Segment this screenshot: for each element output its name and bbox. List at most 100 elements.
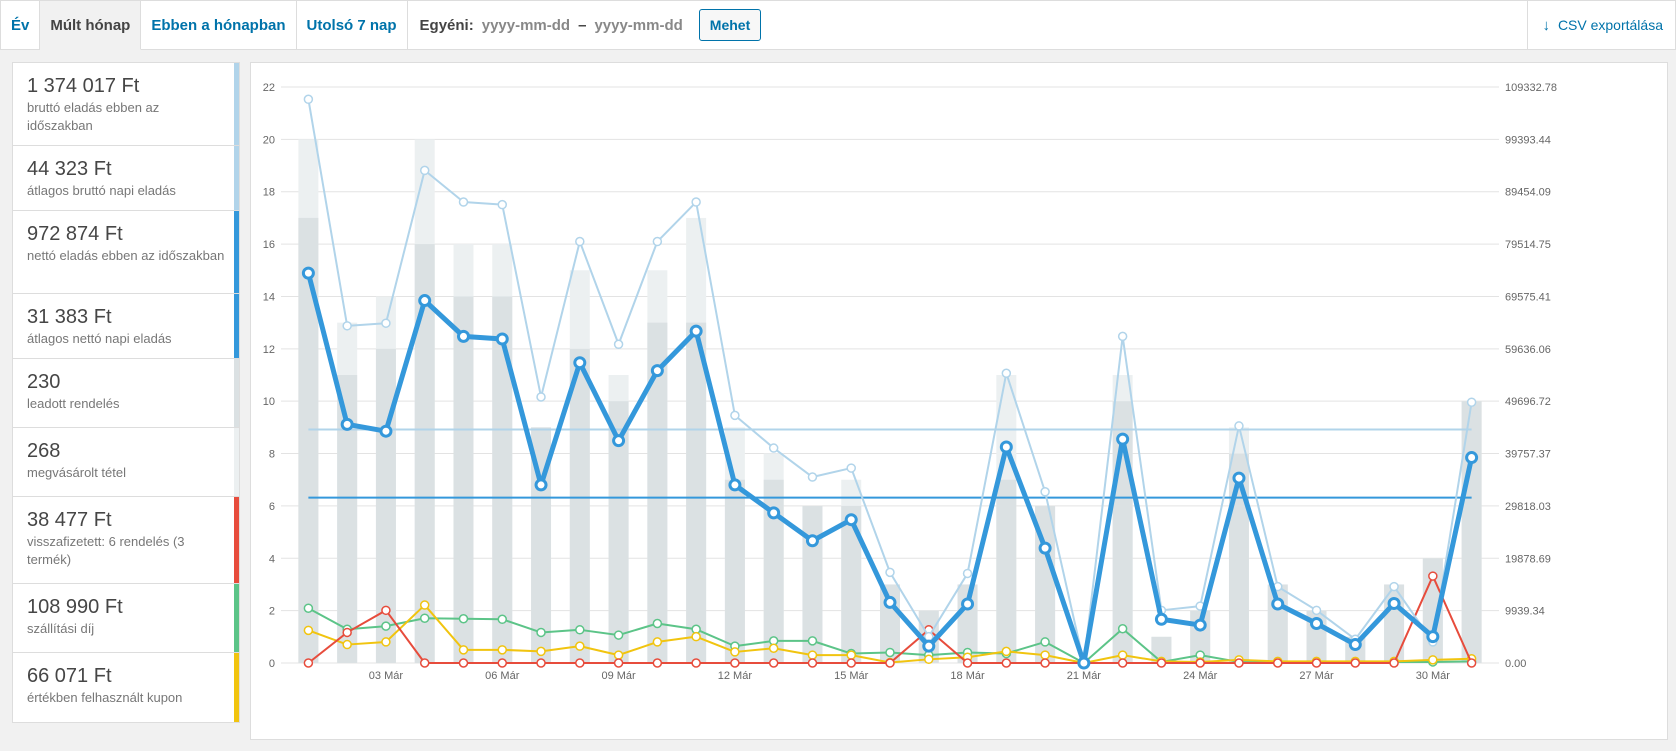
data-point-shipping bbox=[575, 625, 585, 635]
custom-range-label: Egyéni: bbox=[419, 16, 474, 34]
stat-color-bar bbox=[234, 294, 239, 358]
stat-color-bar bbox=[234, 211, 239, 293]
bar-orders bbox=[492, 296, 513, 663]
data-point-gross bbox=[381, 318, 391, 328]
stat-orders-placed[interactable]: 230 leadott rendelés bbox=[13, 359, 239, 428]
x-tick-label: 09 Már bbox=[601, 670, 636, 682]
data-point-net bbox=[1348, 638, 1362, 652]
x-tick-label: 03 Már bbox=[369, 670, 404, 682]
data-point-refund bbox=[381, 605, 391, 616]
tab-last-7-days[interactable]: Utolsó 7 nap bbox=[297, 1, 408, 49]
data-point-gross bbox=[613, 339, 624, 350]
data-point-shipping bbox=[613, 630, 624, 640]
bar-orders bbox=[647, 322, 668, 663]
data-point-coupon bbox=[419, 600, 430, 610]
data-point-refund bbox=[730, 658, 740, 668]
date-separator: – bbox=[578, 16, 587, 34]
data-point-net bbox=[1038, 541, 1052, 555]
y-right-tick-label: 69575.41 bbox=[1505, 291, 1551, 303]
data-point-coupon bbox=[730, 647, 740, 657]
tab-last-month[interactable]: Múlt hónap bbox=[40, 1, 142, 50]
data-point-shipping bbox=[1040, 637, 1050, 647]
tab-this-month[interactable]: Ebben a hónapban bbox=[141, 1, 297, 49]
stat-description: átlagos bruttó napi eladás bbox=[27, 183, 176, 198]
data-point-net bbox=[883, 595, 897, 609]
data-point-shipping bbox=[536, 627, 546, 638]
stat-description: bruttó eladás ebben az időszakban bbox=[27, 100, 160, 133]
data-point-shipping bbox=[458, 613, 469, 624]
data-point-refund bbox=[1350, 658, 1361, 668]
stat-color-bar bbox=[234, 584, 239, 652]
data-point-coupon bbox=[342, 639, 352, 650]
data-point-gross bbox=[1234, 421, 1244, 431]
data-point-coupon bbox=[691, 631, 701, 642]
stat-coupons[interactable]: 66 071 Ft értékben felhasznált kupon bbox=[13, 653, 239, 722]
bar-orders bbox=[686, 322, 707, 663]
data-point-refund bbox=[1389, 658, 1399, 668]
date-to-input[interactable]: yyyy-mm-dd bbox=[594, 16, 683, 34]
data-point-net bbox=[1465, 451, 1479, 465]
bar-orders bbox=[608, 401, 629, 663]
x-tick-label: 15 Már bbox=[834, 670, 869, 682]
bar-orders bbox=[414, 244, 435, 663]
stat-avg-net-sales[interactable]: 31 383 Ft átlagos nettó napi eladás bbox=[13, 294, 239, 359]
stat-avg-gross-sales[interactable]: 44 323 Ft átlagos bruttó napi eladás bbox=[13, 146, 239, 211]
download-arrow-icon: ↓ bbox=[1542, 16, 1550, 34]
data-point-refund bbox=[497, 658, 508, 668]
data-point-shipping bbox=[497, 614, 508, 625]
y-left-tick-label: 4 bbox=[269, 553, 275, 565]
data-point-coupon bbox=[768, 643, 779, 653]
stat-net-sales[interactable]: 972 874 Ft nettó eladás ebben az időszak… bbox=[13, 211, 239, 294]
data-point-refund bbox=[1195, 658, 1205, 668]
data-point-gross bbox=[768, 443, 779, 453]
data-point-net bbox=[534, 478, 548, 492]
data-point-coupon bbox=[924, 654, 934, 665]
bar-orders bbox=[724, 479, 745, 663]
data-point-refund bbox=[536, 658, 546, 668]
bar-orders bbox=[996, 479, 1017, 663]
data-point-coupon bbox=[458, 645, 469, 655]
data-point-gross bbox=[342, 321, 352, 331]
y-right-tick-label: 89454.09 bbox=[1505, 187, 1551, 199]
data-point-gross bbox=[497, 199, 508, 210]
data-point-coupon bbox=[303, 625, 314, 636]
data-point-net bbox=[1116, 432, 1130, 446]
x-tick-label: 24 Már bbox=[1183, 670, 1218, 682]
data-point-coupon bbox=[575, 641, 585, 651]
data-point-coupon bbox=[1001, 646, 1012, 657]
data-point-net bbox=[340, 417, 354, 431]
data-point-coupon bbox=[807, 650, 818, 660]
bar-orders bbox=[569, 348, 590, 663]
data-point-refund bbox=[342, 627, 352, 638]
custom-range: Egyéni: yyyy-mm-dd – yyyy-mm-dd Mehet bbox=[408, 1, 774, 49]
data-point-net bbox=[573, 356, 587, 370]
data-point-refund bbox=[1117, 658, 1128, 668]
data-point-net bbox=[1310, 616, 1324, 630]
data-point-gross bbox=[1117, 331, 1128, 342]
y-right-tick-label: 79514.75 bbox=[1505, 239, 1551, 251]
data-point-net bbox=[1387, 596, 1401, 610]
stat-color-bar bbox=[234, 653, 239, 722]
y-right-tick-label: 19878.69 bbox=[1505, 553, 1551, 565]
data-point-refund bbox=[652, 658, 663, 668]
y-right-tick-label: 29818.03 bbox=[1505, 501, 1551, 513]
data-point-net bbox=[495, 332, 509, 346]
stat-description: szállítási díj bbox=[27, 621, 95, 636]
data-point-refund bbox=[962, 658, 973, 668]
stat-items-purchased[interactable]: 268 megvásárolt tétel bbox=[13, 428, 239, 497]
date-from-input[interactable]: yyyy-mm-dd bbox=[481, 16, 571, 34]
stat-description: átlagos nettó napi eladás bbox=[27, 331, 172, 346]
stat-value: 230 bbox=[27, 371, 61, 393]
csv-export-button[interactable]: ↓ CSV exportálása bbox=[1527, 1, 1675, 49]
tab-year[interactable]: Év bbox=[1, 1, 41, 49]
stat-refunded[interactable]: 38 477 Ft visszafizetett: 6 rendelés (3 … bbox=[13, 497, 239, 584]
stats-legend: 1 374 017 Ft bruttó eladás ebben az idős… bbox=[12, 62, 240, 723]
stat-gross-sales[interactable]: 1 374 017 Ft bruttó eladás ebben az idős… bbox=[13, 63, 239, 146]
data-point-gross bbox=[303, 94, 314, 105]
go-button[interactable]: Mehet bbox=[698, 9, 762, 41]
stat-value: 44 323 Ft bbox=[27, 158, 112, 180]
data-point-shipping bbox=[303, 603, 314, 613]
stat-shipping[interactable]: 108 990 Ft szállítási díj bbox=[13, 584, 239, 653]
data-point-gross bbox=[962, 568, 973, 579]
data-point-net bbox=[961, 597, 975, 611]
